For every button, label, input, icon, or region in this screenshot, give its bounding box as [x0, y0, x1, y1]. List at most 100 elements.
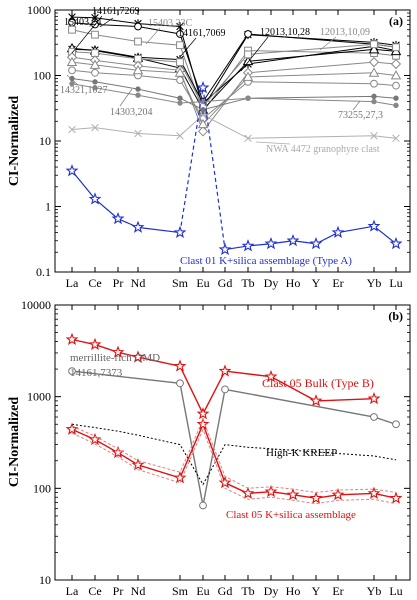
label-73255-27-3: 73255,27,3: [338, 110, 383, 121]
data-point-Lu: [393, 95, 399, 101]
data-point-Y: [309, 491, 323, 504]
data-point-Eu: [197, 118, 209, 129]
x-tick-label: Yb: [367, 276, 382, 290]
y-tick-label: 0.1: [36, 265, 51, 279]
series-line: [71, 338, 375, 416]
data-point-Eu: [199, 501, 207, 510]
data-point-Gd: [221, 385, 229, 394]
series-segment: [94, 198, 119, 220]
y-tick-label: 100: [33, 69, 51, 83]
label-clast01: Clast 01 K+silica assemblage (Type A): [180, 255, 352, 267]
panel-a-plot-frame: [54, 9, 411, 273]
panel-b: 10 100 1000 10000 La Ce Pr Nd Sm Eu Gd Tb Dy Ho Y Er Yb L…: [7, 298, 411, 598]
data-point-Nd: [131, 350, 145, 363]
series-line: [71, 61, 397, 126]
x-tick-label: Lu: [389, 584, 402, 598]
data-point-Yb: [367, 486, 381, 499]
panel-a-y-axis-label: CI-Normalized: [7, 96, 22, 186]
x-tick-label: Lu: [389, 276, 402, 290]
series-a-11: [68, 111, 400, 143]
y-tick-label: 1000: [27, 3, 51, 17]
data-point-Eu: [200, 98, 206, 105]
data-point-Dy: [264, 236, 278, 250]
series-segment: [71, 170, 96, 200]
data-point-Eu: [196, 407, 210, 420]
label-12013-10-09: 12013,10,09: [320, 27, 370, 38]
data-point-Sm: [177, 95, 183, 101]
data-point-Nd: [132, 64, 144, 75]
data-point-La: [66, 56, 78, 67]
data-point-Sm: [176, 379, 184, 388]
data-point-Ce: [91, 68, 99, 77]
data-point-Yb: [367, 391, 381, 405]
data-point-La: [68, 25, 76, 34]
data-point-Yb: [368, 67, 380, 77]
series-line: [71, 428, 397, 505]
series-a-8: [66, 56, 402, 129]
data-point-Tb: [242, 71, 254, 81]
series-line: [71, 370, 397, 506]
x-tick-label: Y: [312, 276, 321, 290]
series-b-2: [71, 423, 397, 486]
data-point-Gd: [218, 242, 232, 256]
x-tick-label: Pr: [113, 584, 124, 598]
data-point-Nd: [134, 22, 142, 31]
data-point-Sm: [173, 471, 187, 484]
data-point-Lu: [389, 491, 403, 504]
x-tick-label: La: [66, 584, 79, 598]
data-point-Ce: [91, 123, 99, 132]
x-tick-label: Er: [332, 584, 343, 598]
data-point-Dy: [264, 484, 278, 498]
data-point-Yb: [368, 44, 380, 54]
data-point-Nd: [131, 220, 145, 233]
data-point-Yb: [371, 93, 377, 100]
data-point-Nd: [135, 86, 141, 92]
x-tick-label: Ho: [286, 584, 301, 598]
series-line: [71, 56, 397, 133]
data-point-Sm: [176, 30, 184, 38]
panel-a-tag: (a): [389, 14, 403, 28]
data-point-Lu: [392, 43, 400, 52]
data-point-La: [65, 164, 79, 177]
series-line: [71, 43, 397, 108]
series-b-5: [71, 428, 397, 505]
x-tick-label: Y: [312, 584, 321, 598]
data-point-Ce: [88, 337, 102, 351]
data-point-Eu: [196, 80, 210, 94]
panel-b-y-axis-label: CI-Normalized: [7, 397, 22, 487]
label-clast05-ksilica: Clast 05 K+silica assemblage: [226, 509, 356, 521]
x-tick-label: Tb: [241, 584, 254, 598]
data-point-Sm: [173, 225, 187, 239]
data-point-Yb: [367, 219, 381, 232]
data-point-Tb: [242, 55, 254, 66]
data-point-Lu: [392, 81, 400, 90]
data-point-Pr: [111, 211, 125, 225]
panel-a: 0.1 1 10 100 1000 La Ce Pr Nd Sm Eu Gd Tb Dy Ho Y Er Yb Lu…: [7, 3, 411, 290]
series-line: [71, 422, 397, 499]
data-point-Er: [331, 488, 345, 501]
x-tick-label: Sm: [172, 584, 189, 598]
data-point-Er: [331, 225, 345, 239]
x-tick-label: Dy: [264, 584, 279, 598]
data-point-Y: [309, 394, 323, 407]
data-point-La: [68, 125, 76, 134]
data-point-La: [69, 80, 75, 87]
data-point-Yb: [370, 79, 378, 88]
data-point-La: [69, 75, 75, 82]
data-point-Ho: [286, 233, 300, 247]
data-point-La: [65, 422, 79, 435]
data-point-Y: [309, 236, 323, 250]
series-line: [71, 418, 397, 494]
data-point-Eu: [196, 417, 210, 430]
label-15403-23c: 15403,23C: [148, 18, 193, 29]
series-segment: [202, 87, 226, 250]
series-a-5: [68, 40, 400, 111]
data-point-La: [68, 66, 76, 75]
data-point-Dy: [264, 369, 278, 383]
label-nwa-4472: NWA 4472 granophyre clast: [266, 144, 380, 155]
data-point-Lu: [390, 70, 402, 80]
leader-73255: [352, 100, 361, 111]
x-tick-label: Dy: [264, 276, 279, 290]
data-point-Yb: [370, 40, 378, 49]
data-point-Gd: [218, 476, 232, 489]
